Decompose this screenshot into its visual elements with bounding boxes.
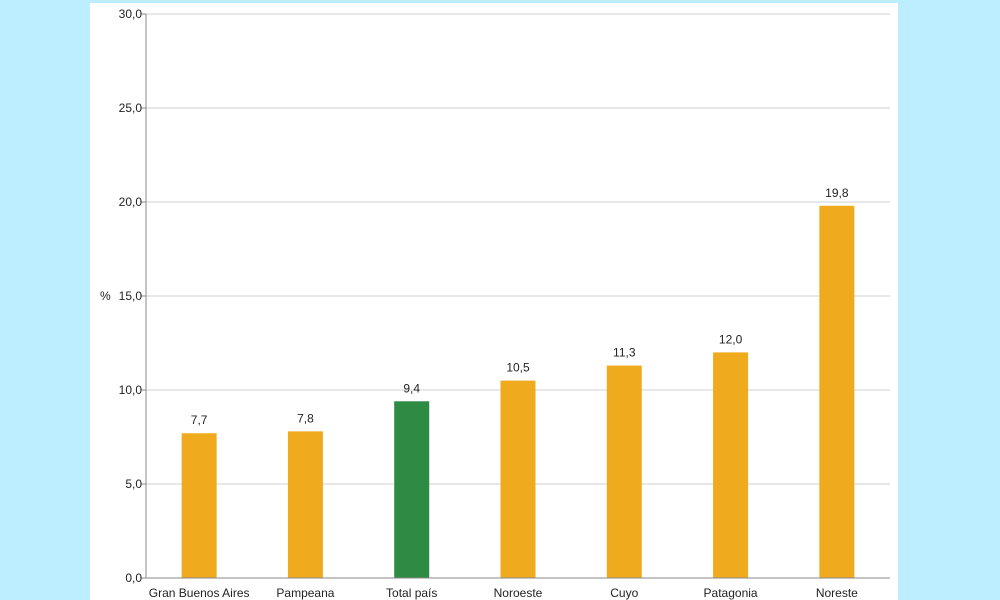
bar bbox=[819, 205, 855, 578]
x-tick-label: Total país bbox=[386, 586, 437, 600]
x-tick-label: Noreste bbox=[816, 586, 858, 600]
y-tick-label: 5,0 bbox=[125, 477, 142, 491]
y-tick-label: 10,0 bbox=[119, 383, 143, 397]
data-label: 7,8 bbox=[297, 411, 314, 425]
bar bbox=[713, 352, 749, 578]
bar bbox=[394, 401, 430, 578]
x-tick-label: Patagonia bbox=[704, 586, 758, 600]
bar bbox=[500, 380, 536, 578]
y-axis-label: % bbox=[100, 289, 111, 303]
y-axis: 0,0 5,0 10,0 15,0 20,0 25,0 30,0% bbox=[100, 7, 147, 585]
y-tick-label: 15,0 bbox=[119, 289, 143, 303]
data-label: 12,0 bbox=[719, 332, 743, 346]
chart-panel bbox=[90, 3, 898, 600]
bars bbox=[181, 205, 855, 578]
y-tick-label: 20,0 bbox=[119, 195, 143, 209]
data-label: 10,5 bbox=[506, 361, 530, 375]
x-tick-label: Cuyo bbox=[610, 586, 638, 600]
data-label: 9,4 bbox=[403, 381, 420, 395]
y-tick-label: 25,0 bbox=[119, 101, 143, 115]
bar bbox=[287, 431, 323, 578]
data-label: 19,8 bbox=[825, 186, 849, 200]
data-label: 11,3 bbox=[613, 346, 636, 360]
bar bbox=[606, 365, 642, 578]
value-labels: 7,7 7,8 9,4 10,5 11,3 12,0 19,8 bbox=[191, 186, 849, 427]
y-tick-label: 0,0 bbox=[125, 571, 142, 585]
x-tick-label: Gran Buenos Aires bbox=[149, 586, 250, 600]
y-tick-label: 30,0 bbox=[119, 7, 143, 21]
x-axis: Gran Buenos Aires Pampeana Total país Noroe… bbox=[146, 577, 890, 600]
x-tick-label: Noroeste bbox=[494, 586, 543, 600]
data-label: 7,7 bbox=[191, 413, 208, 427]
bar bbox=[181, 433, 217, 578]
x-tick-label: Pampeana bbox=[276, 586, 334, 600]
